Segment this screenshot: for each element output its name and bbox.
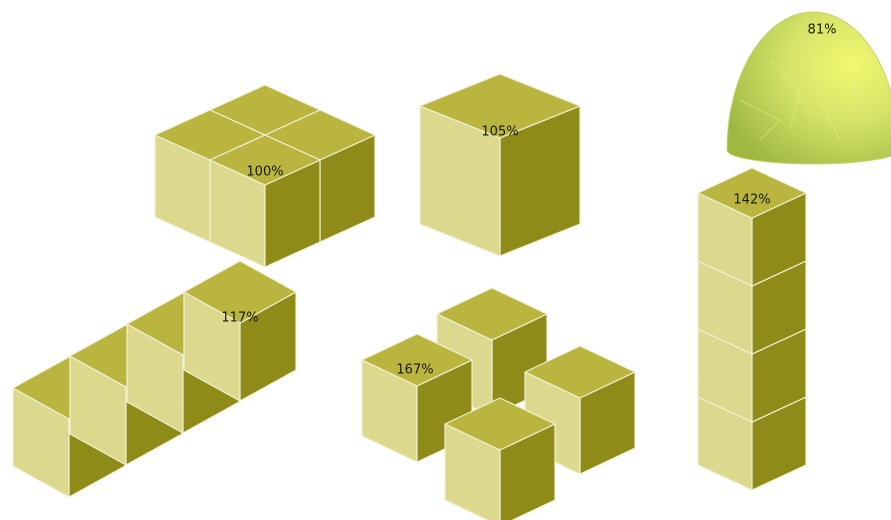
cube-face	[361, 333, 473, 387]
dome	[726, 11, 891, 165]
shape-label: 100%	[246, 165, 283, 180]
cube-face	[183, 260, 297, 324]
shape-label: 167%	[396, 363, 433, 378]
cube-face	[209, 134, 321, 186]
labels: 100% 105% 81% 117% 167% 142%	[221, 23, 836, 378]
cube-face	[524, 345, 636, 399]
shape-label: 81%	[808, 23, 837, 38]
cube	[444, 397, 556, 520]
cube	[209, 134, 321, 268]
cube-face	[444, 397, 556, 451]
cube	[419, 73, 581, 257]
dome-facets	[739, 39, 861, 141]
cube-face	[419, 73, 581, 139]
cube-face	[697, 167, 807, 219]
cube-face	[436, 287, 548, 341]
shape-label: 142%	[733, 193, 770, 208]
cube-groups	[12, 73, 807, 520]
shape-label: 105%	[481, 125, 518, 140]
shape-label: 117%	[221, 311, 258, 326]
dome-shape	[726, 11, 891, 165]
cube	[183, 260, 297, 402]
cube	[697, 167, 807, 287]
